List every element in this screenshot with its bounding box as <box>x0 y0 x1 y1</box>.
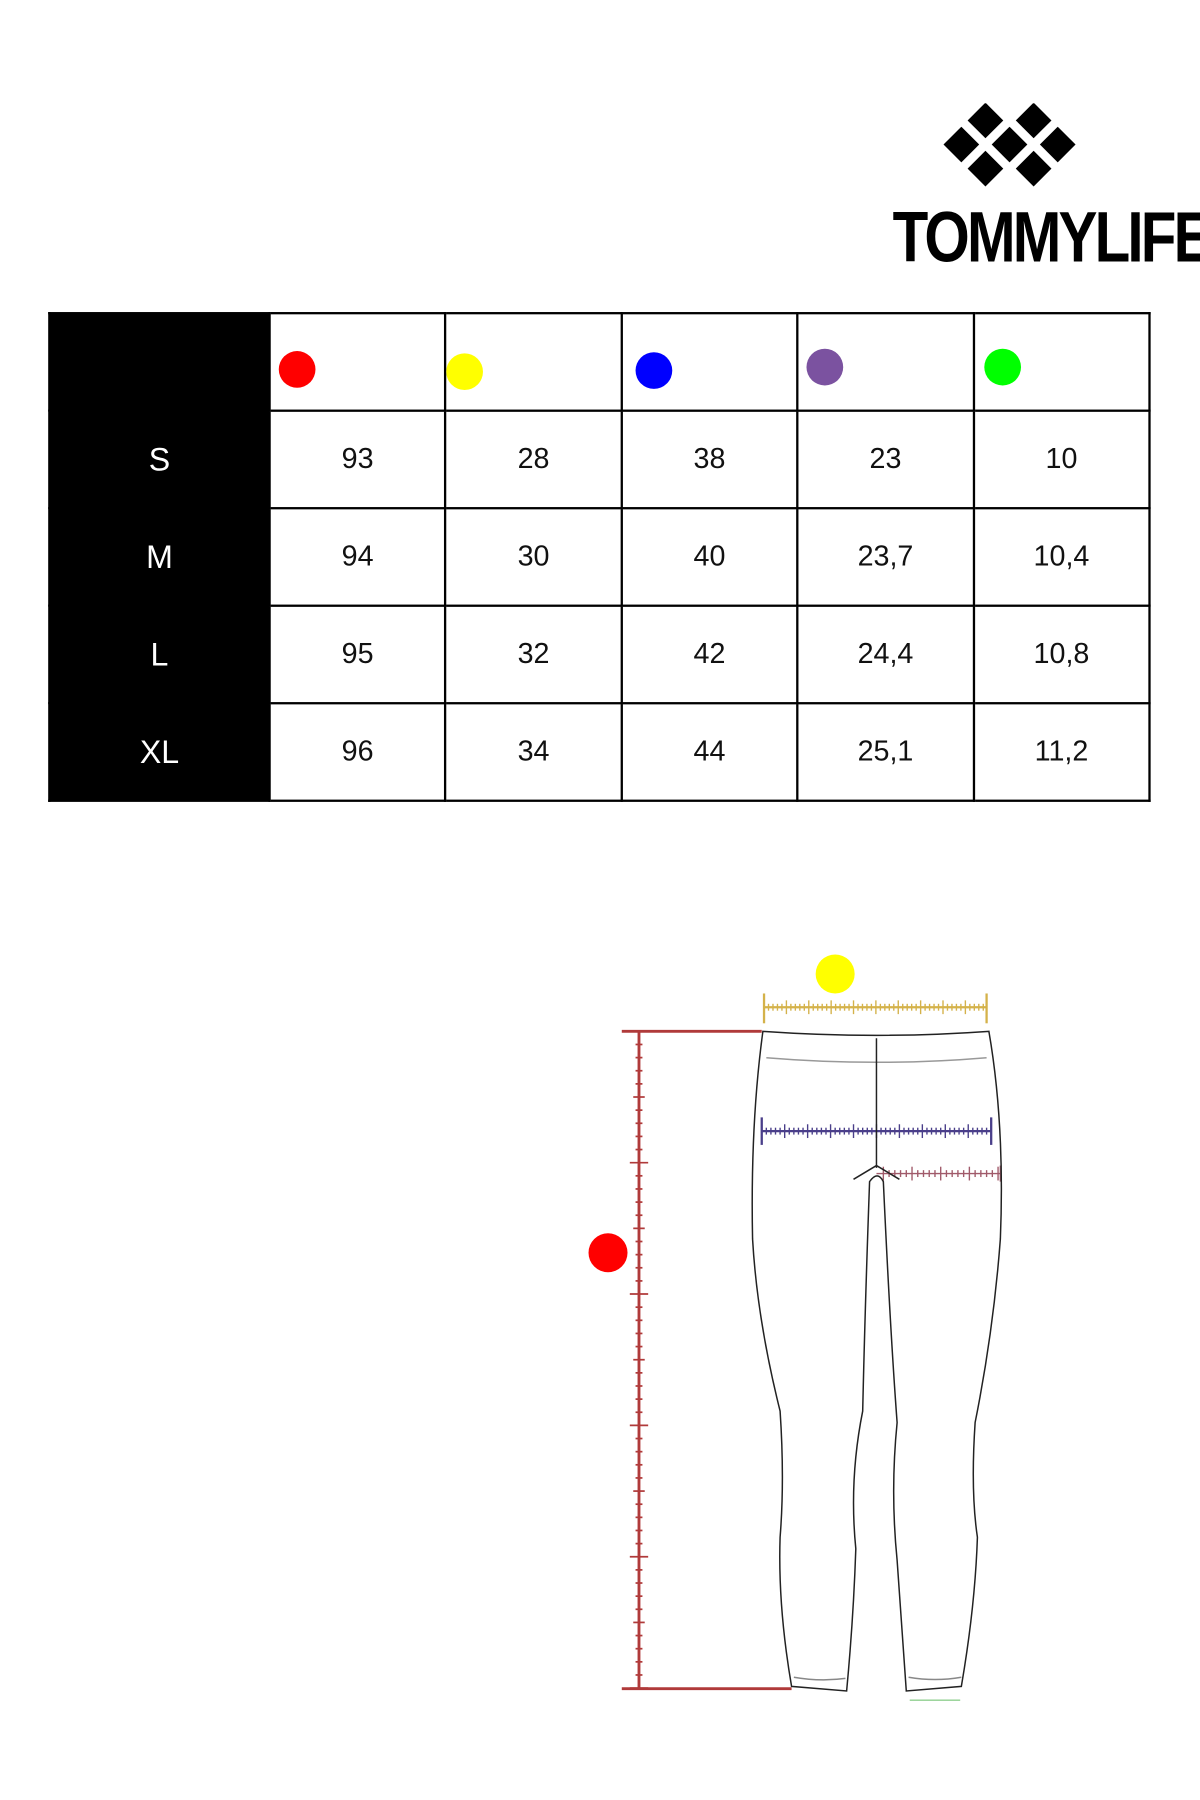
cell: 10 <box>972 409 1151 510</box>
length-marker-red-dot-icon <box>588 1233 628 1273</box>
cell: 25,1 <box>796 702 975 802</box>
header-blue <box>620 312 799 412</box>
cell: 30 <box>444 507 623 607</box>
red-dot-icon <box>278 351 316 388</box>
cell: 44 <box>620 702 799 802</box>
header-green <box>972 312 1151 412</box>
cell: 34 <box>444 702 623 802</box>
brand-logo-icon <box>943 103 1076 187</box>
cell: 24,4 <box>796 604 975 705</box>
blue-dot-icon <box>635 352 673 389</box>
header-yellow <box>444 312 623 412</box>
cell: 28 <box>444 409 623 510</box>
cell: 11,2 <box>972 702 1151 802</box>
table-header-row <box>48 312 1151 412</box>
cell: 10,4 <box>972 507 1151 607</box>
cell: 95 <box>268 604 447 705</box>
cell: 23,7 <box>796 507 975 607</box>
length-ruler <box>621 1029 792 1691</box>
size-label: S <box>48 409 271 510</box>
yellow-dot-icon <box>446 353 484 391</box>
hip-ruler <box>760 1117 993 1145</box>
header-red <box>268 312 447 412</box>
waist-marker-yellow-dot-icon <box>815 954 855 994</box>
header-purple <box>796 312 975 412</box>
cell: 38 <box>620 409 799 510</box>
thigh-ruler <box>876 1165 1002 1182</box>
size-label: L <box>48 604 271 705</box>
size-chart-table: S 93 28 38 23 10 M 94 30 40 23,7 10,4 L … <box>48 312 1151 802</box>
cell: 96 <box>268 702 447 802</box>
waist-ruler <box>762 993 988 1024</box>
cell: 94 <box>268 507 447 607</box>
table-row: L 95 32 42 24,4 10,8 <box>48 604 1151 705</box>
size-label: XL <box>48 702 271 802</box>
green-dot-icon <box>983 348 1021 386</box>
cell: 23 <box>796 409 975 510</box>
table-row: S 93 28 38 23 10 <box>48 409 1151 510</box>
table-row: M 94 30 40 23,7 10,4 <box>48 507 1151 607</box>
size-label: M <box>48 507 271 607</box>
leggings-outline <box>751 1030 1003 1692</box>
table-row: XL 96 34 44 25,1 11,2 <box>48 702 1151 802</box>
cell: 93 <box>268 409 447 510</box>
cell: 32 <box>444 604 623 705</box>
cell: 10,8 <box>972 604 1151 705</box>
purple-dot-icon <box>806 348 844 386</box>
cell: 42 <box>620 604 799 705</box>
cell: 40 <box>620 507 799 607</box>
header-corner <box>48 312 271 412</box>
